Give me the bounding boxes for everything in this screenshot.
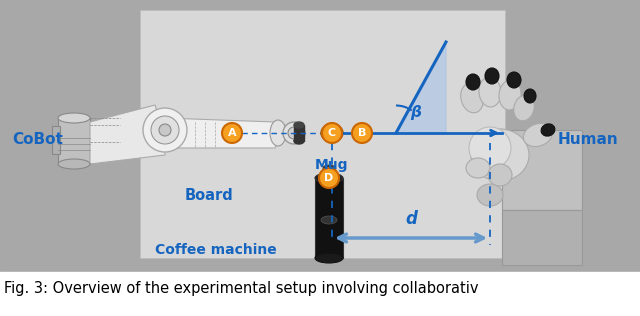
- Ellipse shape: [469, 127, 511, 169]
- Polygon shape: [165, 118, 278, 148]
- Ellipse shape: [477, 184, 503, 206]
- Text: A: A: [228, 128, 236, 138]
- Ellipse shape: [325, 123, 339, 133]
- Bar: [323, 168, 335, 180]
- Text: D: D: [324, 173, 333, 183]
- Circle shape: [222, 123, 242, 143]
- Ellipse shape: [315, 253, 343, 263]
- Bar: [294, 125, 304, 141]
- Circle shape: [322, 123, 342, 143]
- Ellipse shape: [321, 124, 343, 142]
- Circle shape: [143, 108, 187, 152]
- Ellipse shape: [488, 164, 512, 186]
- Ellipse shape: [466, 158, 490, 178]
- Bar: [502, 130, 582, 210]
- Ellipse shape: [524, 89, 536, 103]
- Bar: [52, 126, 60, 154]
- Ellipse shape: [294, 138, 304, 144]
- Bar: [0, 272, 640, 316]
- Text: Human: Human: [558, 132, 619, 148]
- Circle shape: [151, 116, 179, 144]
- Ellipse shape: [466, 74, 480, 90]
- Bar: [140, 10, 505, 258]
- Bar: [58, 118, 90, 164]
- Polygon shape: [396, 42, 446, 133]
- Text: d: d: [405, 210, 417, 228]
- Circle shape: [352, 123, 372, 143]
- Ellipse shape: [524, 124, 552, 147]
- Ellipse shape: [58, 113, 90, 123]
- Bar: [0, 0, 640, 272]
- Text: B: B: [358, 128, 366, 138]
- Ellipse shape: [321, 216, 337, 224]
- Ellipse shape: [485, 68, 499, 84]
- Polygon shape: [90, 105, 165, 164]
- Bar: [315, 178, 343, 258]
- Ellipse shape: [514, 95, 534, 121]
- Ellipse shape: [283, 122, 305, 144]
- Ellipse shape: [507, 72, 521, 88]
- Bar: [502, 210, 582, 265]
- Text: Fig. 3: Overview of the experimental setup involving collaborativ: Fig. 3: Overview of the experimental set…: [4, 282, 479, 296]
- Circle shape: [319, 168, 339, 188]
- Text: C: C: [328, 128, 336, 138]
- Ellipse shape: [461, 83, 483, 113]
- Text: Mug: Mug: [316, 158, 349, 172]
- Ellipse shape: [541, 124, 555, 136]
- Ellipse shape: [471, 129, 529, 181]
- Ellipse shape: [499, 80, 521, 110]
- Ellipse shape: [294, 122, 304, 128]
- Circle shape: [159, 124, 171, 136]
- Ellipse shape: [315, 173, 343, 183]
- Ellipse shape: [479, 77, 501, 107]
- Text: β: β: [411, 105, 421, 119]
- Text: Board: Board: [185, 187, 234, 203]
- Ellipse shape: [288, 127, 300, 139]
- Text: CoBot: CoBot: [12, 132, 63, 148]
- Ellipse shape: [270, 120, 286, 146]
- Ellipse shape: [58, 159, 90, 169]
- Text: Coffee machine: Coffee machine: [155, 243, 276, 257]
- Ellipse shape: [323, 165, 335, 171]
